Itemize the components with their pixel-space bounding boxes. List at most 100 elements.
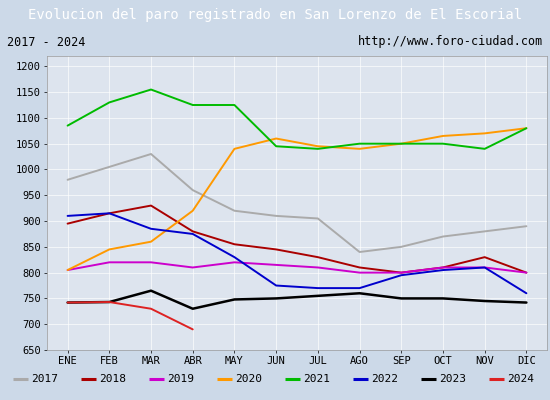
2018 [106, 211, 113, 216]
Text: 2024: 2024 [507, 374, 534, 384]
2018 [356, 265, 363, 270]
2022 [398, 273, 405, 278]
2019 [106, 260, 113, 265]
2023 [481, 298, 488, 303]
Text: Evolucion del paro registrado en San Lorenzo de El Escorial: Evolucion del paro registrado en San Lor… [28, 8, 522, 22]
2023 [315, 294, 321, 298]
2019 [148, 260, 155, 265]
Text: http://www.foro-ciudad.com: http://www.foro-ciudad.com [358, 36, 543, 48]
2017 [231, 208, 238, 213]
2018 [231, 242, 238, 247]
2023 [273, 296, 279, 301]
2020 [398, 141, 405, 146]
2022 [231, 255, 238, 260]
2024 [106, 300, 113, 304]
Text: 2022: 2022 [371, 374, 398, 384]
2019 [439, 265, 446, 270]
2017 [273, 214, 279, 218]
2018 [523, 270, 530, 275]
2020 [189, 208, 196, 213]
Line: 2022: 2022 [68, 213, 526, 293]
2023 [148, 288, 155, 293]
2023 [398, 296, 405, 301]
2024 [64, 300, 71, 305]
2020 [273, 136, 279, 141]
2018 [398, 270, 405, 275]
2023 [231, 297, 238, 302]
2019 [231, 260, 238, 265]
2018 [439, 265, 446, 270]
2018 [64, 221, 71, 226]
2021 [481, 146, 488, 151]
2018 [189, 229, 196, 234]
2020 [106, 247, 113, 252]
2022 [439, 268, 446, 272]
2017 [523, 224, 530, 229]
Line: 2023: 2023 [68, 291, 526, 309]
2023 [439, 296, 446, 301]
2022 [106, 211, 113, 216]
2017 [315, 216, 321, 221]
2020 [148, 239, 155, 244]
2021 [106, 100, 113, 105]
2022 [315, 286, 321, 290]
Line: 2019: 2019 [68, 262, 526, 273]
2021 [189, 102, 196, 107]
2017 [189, 188, 196, 192]
Line: 2017: 2017 [68, 154, 526, 252]
2023 [523, 300, 530, 305]
2020 [64, 268, 71, 272]
Line: 2021: 2021 [68, 90, 526, 149]
2021 [523, 126, 530, 131]
2021 [148, 87, 155, 92]
2022 [356, 286, 363, 290]
2019 [398, 270, 405, 275]
Text: 2020: 2020 [235, 374, 262, 384]
Text: 2021: 2021 [303, 374, 330, 384]
2019 [273, 262, 279, 267]
Text: 2017: 2017 [31, 374, 58, 384]
Text: 2023: 2023 [439, 374, 466, 384]
2024 [189, 327, 196, 332]
2021 [398, 141, 405, 146]
2023 [106, 300, 113, 304]
2018 [148, 203, 155, 208]
Text: 2018: 2018 [98, 374, 126, 384]
2020 [356, 146, 363, 151]
2017 [106, 164, 113, 169]
2022 [64, 214, 71, 218]
2023 [189, 306, 196, 311]
2021 [64, 123, 71, 128]
2017 [148, 152, 155, 156]
2021 [315, 146, 321, 151]
2023 [356, 291, 363, 296]
2020 [439, 134, 446, 138]
Text: 2019: 2019 [167, 374, 194, 384]
2024 [148, 306, 155, 311]
2020 [231, 146, 238, 151]
2021 [231, 102, 238, 107]
Line: 2020: 2020 [68, 128, 526, 270]
2019 [315, 265, 321, 270]
2019 [356, 270, 363, 275]
2022 [189, 232, 196, 236]
2022 [481, 265, 488, 270]
2017 [64, 177, 71, 182]
2017 [356, 250, 363, 254]
Line: 2018: 2018 [68, 206, 526, 273]
Line: 2024: 2024 [68, 302, 192, 329]
2020 [315, 144, 321, 149]
2023 [64, 300, 71, 305]
2020 [481, 131, 488, 136]
2018 [481, 255, 488, 260]
2022 [148, 226, 155, 231]
2017 [439, 234, 446, 239]
2019 [481, 265, 488, 270]
2019 [189, 265, 196, 270]
2021 [439, 141, 446, 146]
2021 [356, 141, 363, 146]
2017 [398, 244, 405, 249]
2019 [523, 270, 530, 275]
2020 [523, 126, 530, 131]
2022 [273, 283, 279, 288]
